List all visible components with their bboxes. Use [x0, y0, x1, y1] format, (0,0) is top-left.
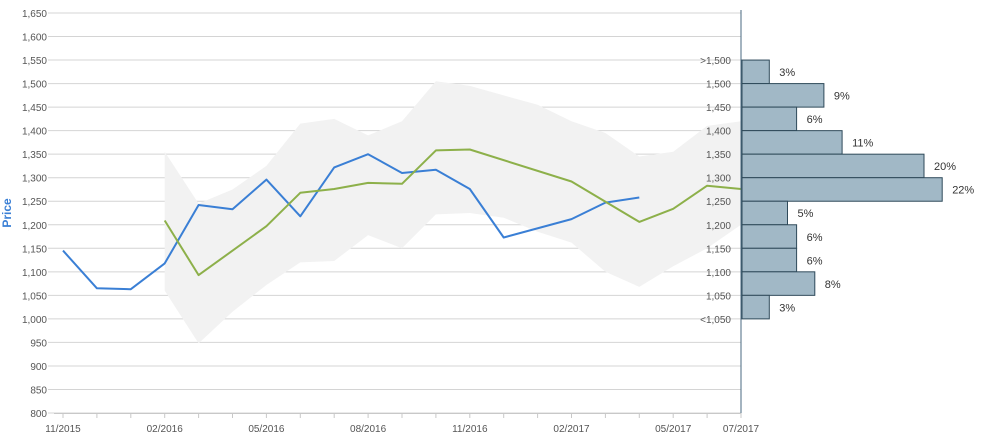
- x-tick-label: 05/2016: [248, 424, 285, 435]
- y-tick-label: 900: [30, 362, 47, 373]
- y-tick-label: 1,450: [22, 103, 47, 114]
- dist-percent-label: 6%: [807, 255, 823, 267]
- range-band-area: [164, 81, 741, 344]
- dist-range-label: 1,350: [706, 150, 731, 161]
- dist-range-label: 1,150: [706, 244, 731, 255]
- dist-range-label: 1,050: [706, 291, 731, 302]
- dist-range-label: 1,500: [706, 80, 731, 91]
- series-line-blue: [62, 153, 640, 291]
- y-tick-label: 1,400: [22, 127, 47, 138]
- y-tick-label: 1,350: [22, 150, 47, 161]
- x-tick-label: 05/2017: [655, 424, 692, 435]
- y-tick-label: 1,600: [22, 33, 47, 44]
- dist-range-label: 1,400: [706, 127, 731, 138]
- dist-bar: [741, 106, 798, 132]
- y-tick-label: 800: [30, 409, 47, 420]
- x-tick-label: 02/2016: [147, 424, 184, 435]
- dist-range-label: <1,050: [700, 315, 731, 326]
- dist-range-label: >1,500: [700, 56, 731, 67]
- y-tick-label: 1,500: [22, 80, 47, 91]
- dist-bar: [741, 271, 816, 296]
- y-tick-label: 950: [30, 338, 47, 349]
- dist-percent-label: 6%: [807, 114, 823, 126]
- dist-percent-label: 3%: [779, 67, 795, 79]
- dist-percent-label: 11%: [852, 138, 873, 150]
- dist-percent-label: 20%: [934, 161, 956, 173]
- y-axis-title: Price: [0, 198, 14, 228]
- x-tick-label: 08/2016: [350, 424, 387, 435]
- dist-bar: [741, 224, 798, 249]
- y-tick-label: 1,000: [22, 315, 47, 326]
- dist-bar: [741, 83, 825, 108]
- dist-percent-label: 3%: [779, 302, 795, 314]
- dist-range-label: 1,450: [706, 103, 731, 114]
- dist-bar: [741, 153, 925, 179]
- y-tick-label: 1,050: [22, 291, 47, 302]
- dist-percent-label: 5%: [798, 208, 814, 220]
- x-tick-label: 11/2015: [45, 424, 81, 435]
- dist-bar: [741, 200, 788, 226]
- x-tick-label: 02/2017: [553, 424, 590, 435]
- dist-bar: [741, 130, 843, 155]
- x-tick-label: 07/2017: [723, 424, 760, 435]
- y-tick-label: 1,100: [22, 268, 47, 279]
- y-tick-label: 1,300: [22, 174, 47, 185]
- y-tick-label: 1,250: [22, 197, 47, 208]
- dist-percent-label: 8%: [825, 279, 841, 291]
- dist-range-label: 1,250: [706, 197, 731, 208]
- price-distribution: >1,500 3% 1,500 9% 1,450 6% 1,400 11% 1,350 20% 1,…: [700, 56, 974, 326]
- axes: 800 850 900 950 1,000 1,050 1,100 1,150 1,200 1,2…: [22, 9, 760, 435]
- y-tick-label: 1,200: [22, 221, 47, 232]
- dist-bar: [741, 177, 943, 202]
- dist-bar: [741, 294, 770, 320]
- dist-percent-label: 22%: [952, 185, 974, 197]
- x-tick-label: 11/2016: [452, 424, 488, 435]
- dist-bar: [741, 247, 798, 273]
- y-tick-label: 1,550: [22, 56, 47, 67]
- dist-range-label: 1,300: [706, 174, 731, 185]
- range-band: [164, 81, 741, 344]
- dist-percent-label: 6%: [807, 232, 823, 244]
- series-lines: [62, 148, 758, 291]
- series-line-green: [163, 148, 758, 277]
- y-tick-label: 1,150: [22, 244, 47, 255]
- dist-percent-label: 9%: [834, 91, 850, 103]
- dist-range-label: 1,200: [706, 221, 731, 232]
- dist-range-label: 1,100: [706, 268, 731, 279]
- dist-bar: [741, 59, 770, 85]
- y-tick-label: 850: [30, 385, 47, 396]
- y-tick-label: 1,650: [22, 9, 47, 20]
